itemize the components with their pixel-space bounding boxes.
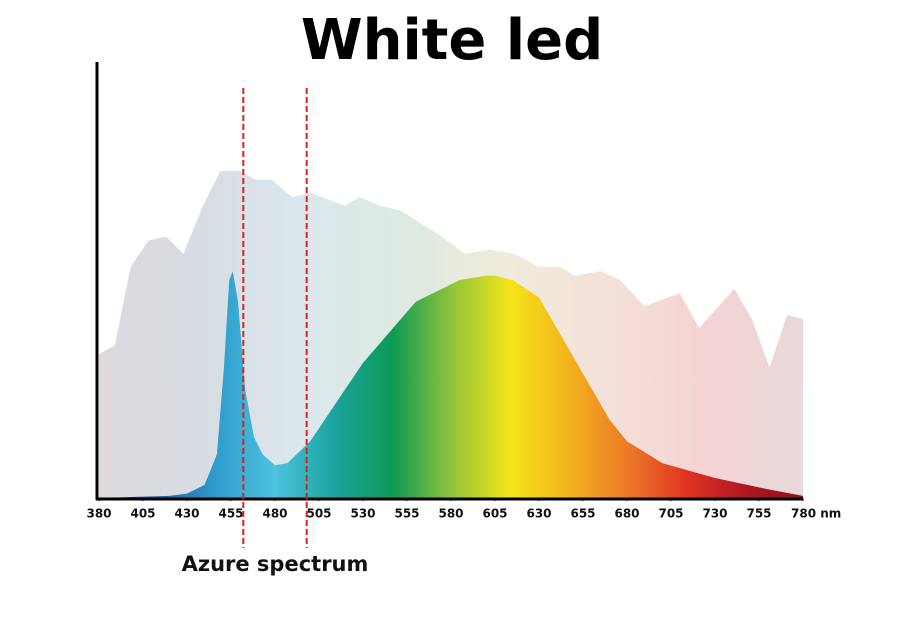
x-tick-label: 705 [658,507,683,521]
x-tick-label: 455 [218,507,243,521]
x-tick-label: 480 [262,507,287,521]
band-label: Azure spectrum [182,552,369,576]
x-tick-label: 555 [394,507,419,521]
x-tick-label: 655 [570,507,595,521]
x-tick-label: 780 nm [791,507,841,521]
x-tick-label: 755 [746,507,771,521]
x-tick-label: 530 [350,507,375,521]
x-tick-label: 430 [174,507,199,521]
x-tick-label: 405 [130,507,155,521]
x-tick-label: 505 [306,507,331,521]
x-tick-label: 730 [702,507,727,521]
spectrum-area [99,271,803,498]
x-tick-label: 380 [86,507,111,521]
x-tick-label: 630 [526,507,551,521]
x-tick-label: 680 [614,507,639,521]
chart-title: White led [301,8,603,73]
x-tick-label: 580 [438,507,463,521]
x-tick-label: 605 [482,507,507,521]
